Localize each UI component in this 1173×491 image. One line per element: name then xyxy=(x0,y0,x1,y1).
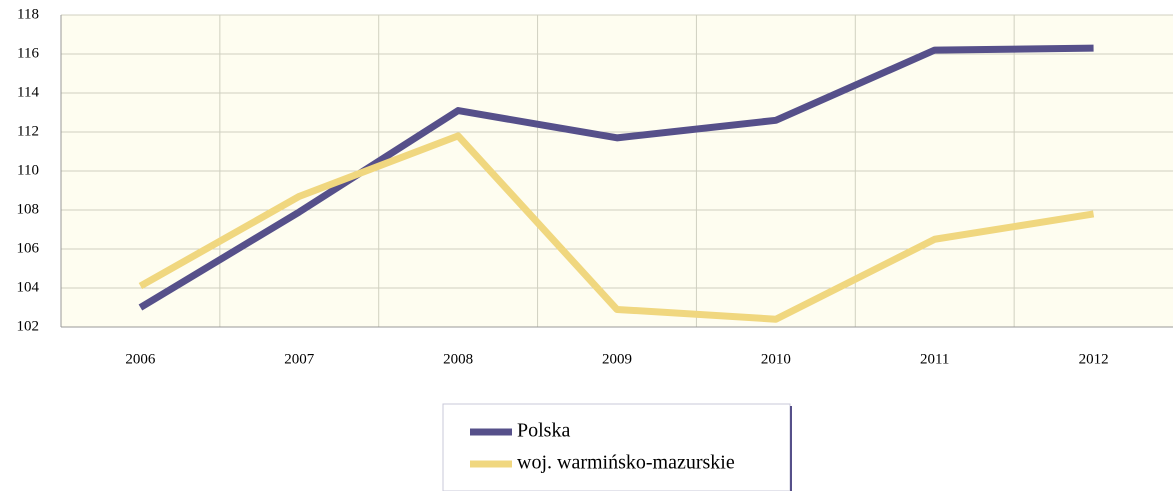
y-tick-label: 118 xyxy=(17,6,39,22)
legend-label: woj. warmińsko-mazurskie xyxy=(517,452,735,474)
y-tick-label: 108 xyxy=(17,201,40,217)
x-tick-label: 2012 xyxy=(1079,351,1109,367)
x-tick-label: 2006 xyxy=(125,351,156,367)
x-tick-label: 2008 xyxy=(443,351,473,367)
legend-box xyxy=(442,403,791,491)
series-line xyxy=(138,132,1095,323)
y-tick-label: 104 xyxy=(17,279,40,295)
y-tick-label: 112 xyxy=(17,123,39,139)
x-tick-label: 2010 xyxy=(761,351,791,367)
x-tick-label: 2011 xyxy=(920,351,949,367)
x-tick-label: 2007 xyxy=(284,351,315,367)
y-tick-label: 102 xyxy=(17,318,40,334)
y-tick-label: 114 xyxy=(17,84,39,100)
legend-label: Polska xyxy=(517,420,570,442)
y-tick-label: 106 xyxy=(17,240,40,256)
x-tick-label: 2009 xyxy=(602,351,632,367)
series-line xyxy=(138,44,1094,311)
y-tick-label: 110 xyxy=(17,162,39,178)
y-tick-label: 116 xyxy=(17,45,39,61)
